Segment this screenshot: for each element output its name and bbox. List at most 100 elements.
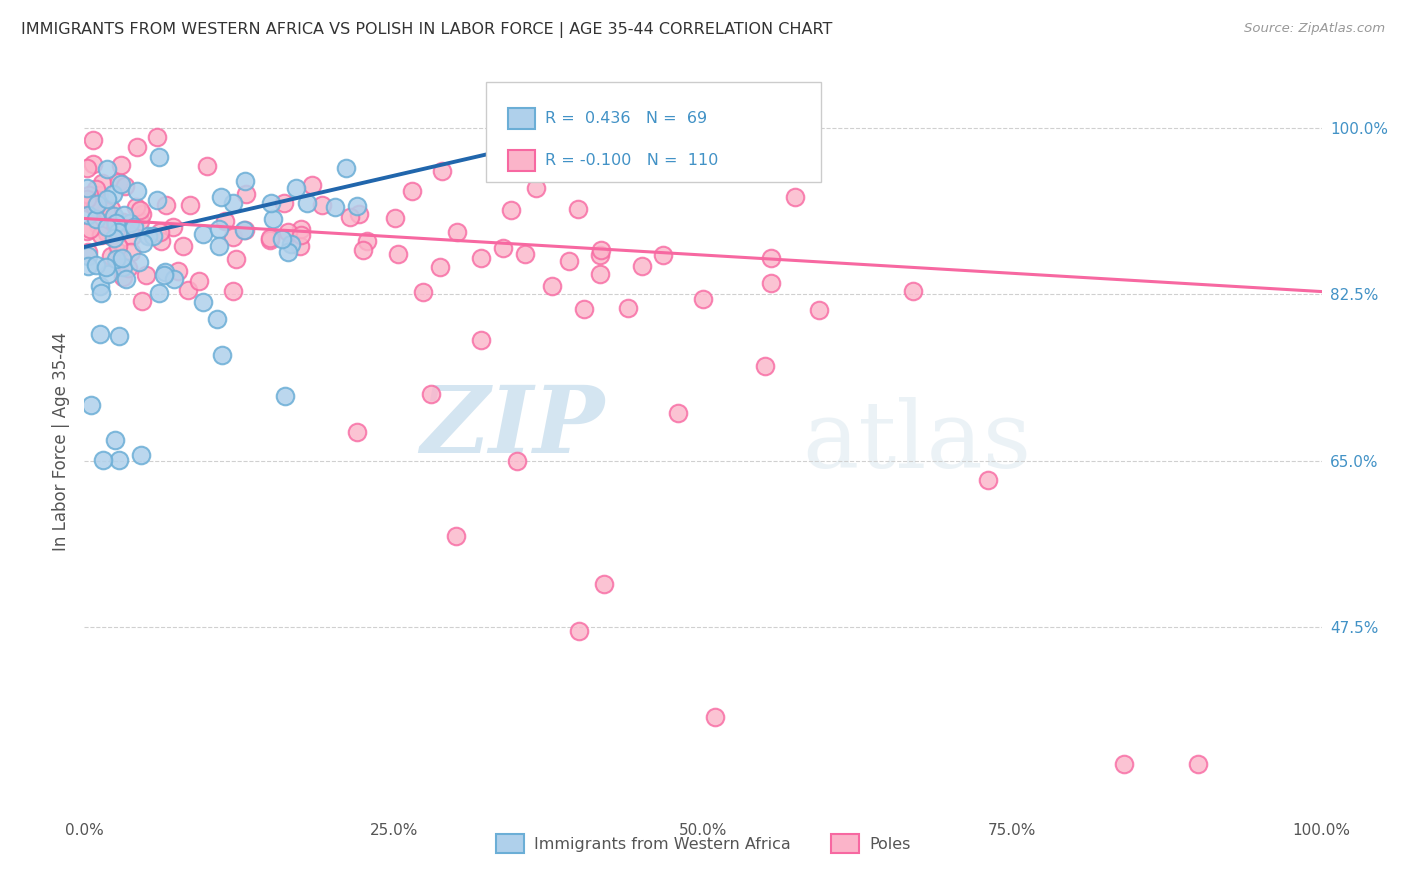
- Point: [79, 222, 101, 236]
- Point: [84, 211, 107, 226]
- Point: [135, 268, 157, 282]
- Point: [148, 285, 170, 300]
- Point: [177, 283, 200, 297]
- Point: [76, 224, 98, 238]
- Point: [149, 225, 172, 239]
- Point: [233, 223, 256, 237]
- Point: [290, 227, 312, 242]
- Point: [84, 258, 107, 272]
- Point: [259, 233, 281, 247]
- Point: [543, 103, 565, 117]
- Point: [235, 187, 257, 202]
- Point: [96, 161, 118, 176]
- Point: [111, 260, 134, 274]
- Point: [103, 209, 125, 223]
- Point: [335, 161, 357, 176]
- Point: [89, 327, 111, 342]
- Point: [132, 236, 155, 251]
- Point: [129, 448, 152, 462]
- Point: [207, 222, 229, 236]
- Point: [432, 164, 454, 178]
- Point: [163, 272, 186, 286]
- Point: [115, 272, 138, 286]
- Point: [121, 229, 143, 244]
- Point: [346, 199, 368, 213]
- Point: [704, 710, 727, 724]
- Point: [167, 264, 190, 278]
- Text: ZIP: ZIP: [420, 382, 605, 472]
- Point: [754, 359, 776, 373]
- Point: [209, 190, 232, 204]
- Point: [211, 348, 233, 362]
- Point: [96, 193, 118, 207]
- Point: [593, 144, 616, 158]
- Point: [84, 200, 107, 214]
- Point: [142, 228, 165, 243]
- Point: [91, 453, 114, 467]
- Point: [100, 229, 122, 244]
- Point: [352, 243, 374, 257]
- Point: [148, 150, 170, 164]
- Point: [146, 130, 169, 145]
- Point: [129, 203, 152, 218]
- Point: [80, 399, 103, 413]
- Point: [96, 227, 118, 241]
- Point: [492, 242, 515, 256]
- Point: [567, 202, 589, 216]
- Point: [107, 239, 129, 253]
- Legend: Immigrants from Western Africa, Poles: Immigrants from Western Africa, Poles: [489, 828, 917, 859]
- Point: [384, 211, 406, 226]
- Point: [97, 267, 120, 281]
- Point: [271, 232, 294, 246]
- FancyBboxPatch shape: [486, 82, 821, 183]
- Point: [617, 301, 640, 315]
- Point: [666, 406, 689, 420]
- Bar: [508, 108, 534, 129]
- Point: [96, 220, 118, 235]
- Point: [111, 252, 134, 266]
- Text: atlas: atlas: [801, 397, 1031, 486]
- Point: [107, 329, 129, 343]
- Point: [136, 229, 159, 244]
- Point: [205, 311, 228, 326]
- Point: [446, 226, 468, 240]
- Point: [77, 245, 100, 260]
- Point: [82, 133, 104, 147]
- Point: [419, 387, 441, 401]
- Point: [128, 255, 150, 269]
- Point: [761, 251, 783, 265]
- Point: [262, 211, 284, 226]
- Point: [568, 624, 591, 639]
- Point: [976, 473, 998, 487]
- Point: [214, 214, 236, 228]
- Point: [259, 195, 281, 210]
- Point: [356, 234, 378, 248]
- Point: [222, 196, 245, 211]
- Point: [108, 175, 131, 189]
- Point: [107, 225, 129, 239]
- Point: [155, 197, 177, 211]
- Point: [86, 197, 108, 211]
- Point: [100, 249, 122, 263]
- Bar: [508, 150, 534, 170]
- Point: [90, 286, 112, 301]
- Point: [149, 234, 172, 248]
- Point: [153, 268, 176, 282]
- Point: [574, 302, 596, 317]
- Y-axis label: In Labor Force | Age 35-44: In Labor Force | Age 35-44: [52, 332, 70, 551]
- Point: [524, 181, 547, 195]
- Point: [259, 231, 281, 245]
- Point: [172, 239, 194, 253]
- Point: [146, 193, 169, 207]
- Point: [131, 293, 153, 308]
- Point: [129, 214, 152, 228]
- Point: [652, 248, 675, 262]
- Point: [118, 216, 141, 230]
- Point: [77, 188, 100, 202]
- Point: [277, 225, 299, 239]
- Point: [97, 221, 120, 235]
- Point: [785, 190, 807, 204]
- Point: [77, 249, 100, 263]
- Point: [77, 209, 100, 223]
- Point: [120, 245, 142, 260]
